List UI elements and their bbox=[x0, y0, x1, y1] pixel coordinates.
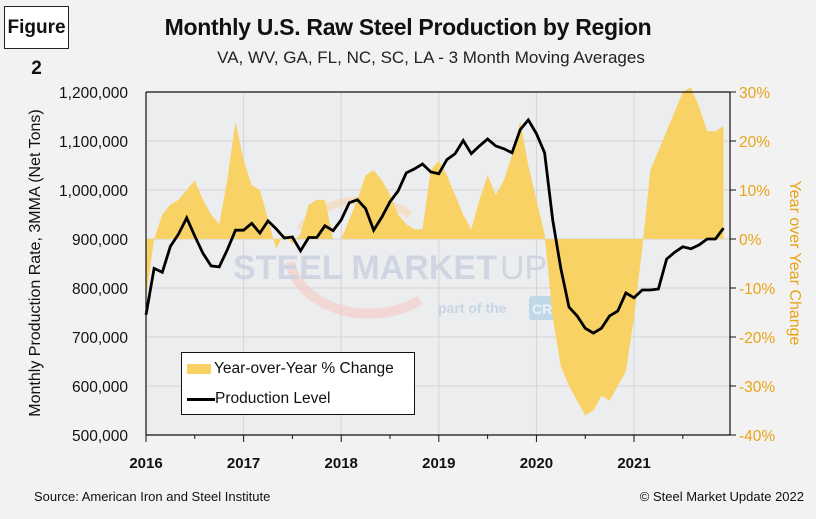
y-tick-label: 1,000,000 bbox=[59, 183, 128, 200]
copyright-note: © Steel Market Update 2022 bbox=[639, 489, 804, 504]
y2-tick-label: 10% bbox=[739, 183, 770, 200]
legend-item-yoy: Year-over-Year % Change bbox=[187, 358, 394, 380]
production-line bbox=[144, 117, 725, 335]
y2-tick-label: -40% bbox=[739, 428, 775, 445]
y2-tick-label: 20% bbox=[739, 134, 770, 151]
y-tick-label: 900,000 bbox=[72, 232, 128, 249]
y2-tick-label: 30% bbox=[739, 85, 770, 102]
y-tick-label: 1,100,000 bbox=[59, 134, 128, 151]
y-tick-label: 1,200,000 bbox=[59, 85, 128, 102]
x-tick-label: 2018 bbox=[325, 455, 358, 472]
y2-axis-label: Year over Year Change bbox=[786, 181, 803, 346]
legend: Year-over-Year % Change Production Level bbox=[181, 352, 415, 415]
y2-tick-label: -20% bbox=[739, 330, 775, 347]
y2-tick-label: 0% bbox=[739, 232, 762, 249]
legend-swatch-production bbox=[187, 397, 215, 401]
chart-subtitle: VA, WV, GA, FL, NC, SC, LA - 3 Month Mov… bbox=[217, 48, 645, 67]
legend-item-production: Production Level bbox=[187, 388, 330, 410]
y2-tick-label: -30% bbox=[739, 379, 775, 396]
figure-label: Figure 2 bbox=[4, 6, 69, 79]
chart-title: Monthly U.S. Raw Steel Production by Reg… bbox=[164, 14, 652, 40]
left-axis-ticks: 1,200,000 1,100,000 1,000,000 900,000 800,00… bbox=[59, 85, 128, 445]
legend-label-production: Production Level bbox=[215, 390, 331, 407]
y-tick-label: 700,000 bbox=[72, 330, 128, 347]
x-tick-label: 2019 bbox=[422, 455, 455, 472]
x-tick-label: 2020 bbox=[520, 455, 553, 472]
right-axis-ticks: 30% 20% 10% 0% -10% -20% -30% -40% bbox=[730, 85, 775, 445]
y-tick-label: 800,000 bbox=[72, 281, 128, 298]
x-tick-label: 2017 bbox=[227, 455, 260, 472]
y2-tick-label: -10% bbox=[739, 281, 775, 298]
y-tick-label: 500,000 bbox=[72, 428, 128, 445]
y-tick-label: 600,000 bbox=[72, 379, 128, 396]
watermark-swoosh-bottom bbox=[285, 260, 423, 319]
x-tick-label: 2021 bbox=[617, 455, 650, 472]
source-note: Source: American Iron and Steel Institut… bbox=[34, 489, 271, 504]
production-line-series bbox=[144, 117, 725, 335]
yoy-area-series bbox=[146, 87, 724, 416]
x-axis-ticks: 2016 2017 2018 2019 2020 2021 bbox=[129, 435, 684, 472]
watermark-brand-bold: STEEL MARKET bbox=[233, 249, 497, 287]
y-axis-label: Monthly Production Rate, 3MMA (Net Tons) bbox=[27, 109, 44, 416]
watermark-tagline-pre: part of the bbox=[438, 300, 507, 316]
x-tick-label: 2016 bbox=[129, 455, 162, 472]
legend-swatch-yoy bbox=[187, 364, 211, 374]
yoy-area bbox=[146, 87, 724, 416]
legend-label-yoy: Year-over-Year % Change bbox=[214, 360, 394, 377]
